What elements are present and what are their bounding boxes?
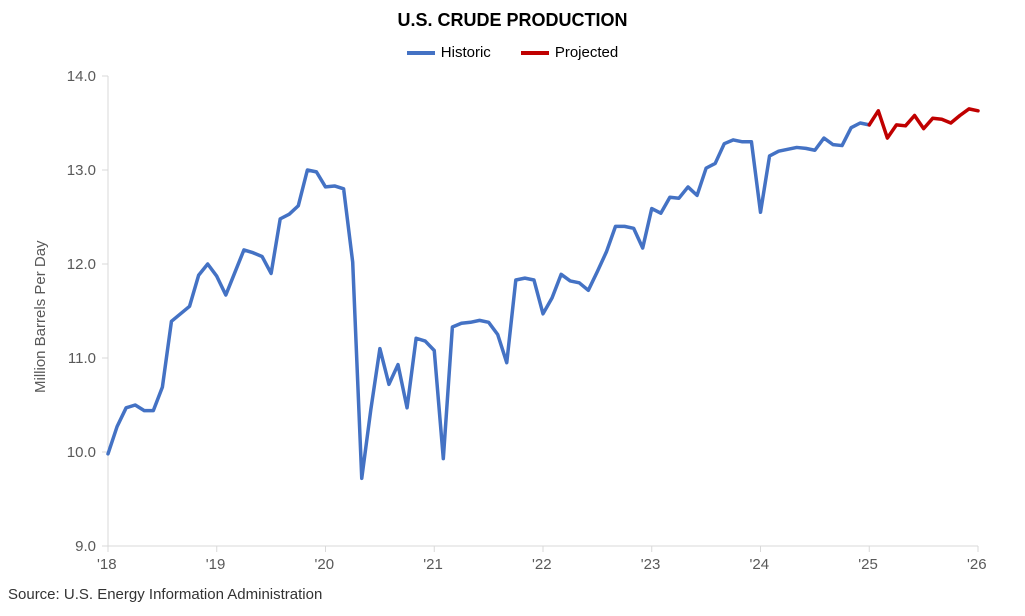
y-axis-title: Million Barrels Per Day — [32, 240, 49, 393]
chart-title: U.S. CRUDE PRODUCTION — [0, 10, 1025, 31]
legend-label: Historic — [441, 44, 491, 61]
x-tick-label: '19 — [206, 556, 226, 573]
legend: Historic Projected — [0, 44, 1025, 61]
legend-swatch — [521, 51, 549, 55]
x-tick-label: '21 — [423, 556, 443, 573]
x-tick-label: '18 — [97, 556, 117, 573]
chart-container: U.S. CRUDE PRODUCTION HistoricProjected … — [0, 0, 1025, 616]
y-tick-label: 12.0 — [67, 256, 96, 273]
x-tick-label: '22 — [532, 556, 552, 573]
legend-swatch — [407, 51, 435, 55]
series-projected — [869, 109, 978, 138]
y-tick-label: 10.0 — [67, 444, 96, 461]
x-tick-label: '24 — [750, 556, 770, 573]
plot-area — [108, 76, 978, 546]
y-tick-label: 14.0 — [67, 68, 96, 85]
x-tick-label: '25 — [858, 556, 878, 573]
y-tick-label: 11.0 — [68, 350, 96, 367]
y-tick-label: 9.0 — [75, 538, 96, 555]
x-tick-label: '23 — [641, 556, 661, 573]
legend-item: Historic — [407, 44, 491, 61]
x-tick-label: '26 — [967, 556, 987, 573]
legend-item: Projected — [521, 44, 618, 61]
x-tick-label: '20 — [315, 556, 335, 573]
legend-label: Projected — [555, 44, 618, 61]
chart-title-text: U.S. CRUDE PRODUCTION — [397, 10, 627, 30]
source-note: Source: U.S. Energy Information Administ… — [8, 586, 322, 603]
series-historic — [108, 123, 869, 478]
y-tick-label: 13.0 — [67, 162, 96, 179]
